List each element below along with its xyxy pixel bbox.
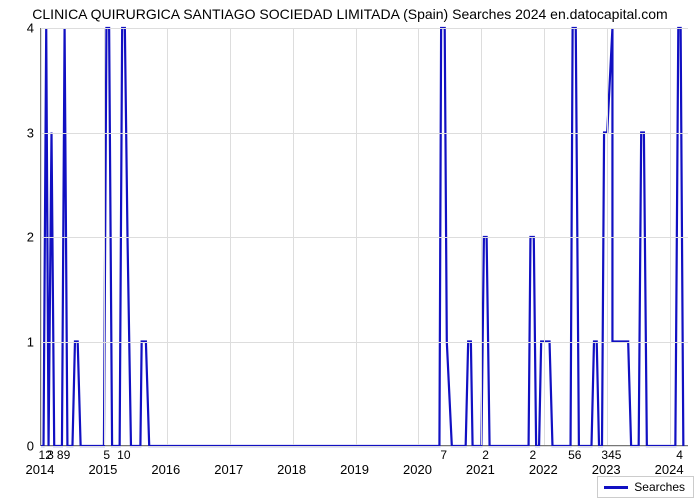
- gridline-v: [41, 28, 42, 445]
- gridline-h: [41, 237, 688, 238]
- y-axis-label: 3: [0, 125, 34, 140]
- legend-label: Searches: [634, 480, 685, 494]
- data-point-label: 2: [482, 448, 489, 462]
- gridline-h: [41, 28, 688, 29]
- gridline-v: [167, 28, 168, 445]
- data-point-label: 56: [568, 448, 581, 462]
- x-axis-label: 2020: [403, 462, 432, 477]
- gridline-v: [670, 28, 671, 445]
- y-axis-label: 1: [0, 334, 34, 349]
- legend: Searches: [597, 476, 694, 498]
- gridline-h: [41, 446, 688, 447]
- gridline-v: [104, 28, 105, 445]
- x-axis-label: 2014: [26, 462, 55, 477]
- x-axis-label: 2024: [655, 462, 684, 477]
- gridline-v: [293, 28, 294, 445]
- data-point-label: 10: [117, 448, 130, 462]
- gridline-v: [544, 28, 545, 445]
- gridline-v: [481, 28, 482, 445]
- data-point-label: 5: [103, 448, 110, 462]
- gridline-v: [418, 28, 419, 445]
- gridline-h: [41, 342, 688, 343]
- x-axis-label: 2015: [88, 462, 117, 477]
- x-axis-label: 2017: [214, 462, 243, 477]
- y-axis-label: 2: [0, 230, 34, 245]
- legend-swatch: [604, 486, 628, 489]
- x-axis-label: 2018: [277, 462, 306, 477]
- gridline-v: [356, 28, 357, 445]
- gridline-v: [230, 28, 231, 445]
- data-point-label: 89: [57, 448, 70, 462]
- x-axis-label: 2016: [151, 462, 180, 477]
- x-axis-label: 2021: [466, 462, 495, 477]
- data-point-label: 7: [440, 448, 447, 462]
- x-axis-label: 2022: [529, 462, 558, 477]
- data-point-label: 3: [47, 448, 54, 462]
- data-point-label: 345: [601, 448, 621, 462]
- plot-area: [40, 28, 688, 446]
- x-axis-label: 2023: [592, 462, 621, 477]
- data-point-label: 4: [676, 448, 683, 462]
- x-axis-label: 2019: [340, 462, 369, 477]
- y-axis-label: 4: [0, 21, 34, 36]
- gridline-v: [607, 28, 608, 445]
- gridline-h: [41, 133, 688, 134]
- y-axis-label: 0: [0, 439, 34, 454]
- chart-title: CLINICA QUIRURGICA SANTIAGO SOCIEDAD LIM…: [0, 6, 700, 22]
- data-point-label: 2: [529, 448, 536, 462]
